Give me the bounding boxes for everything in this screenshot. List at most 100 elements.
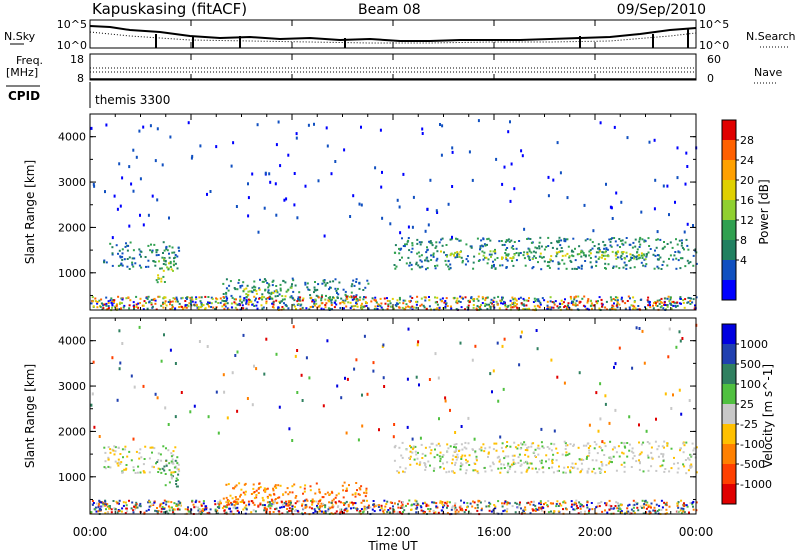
echo-cell [495,442,498,445]
echo-cell [528,256,531,259]
echo-cell [546,504,549,507]
echo-cell [98,509,101,512]
echo-cell [484,447,487,450]
echo-cell [226,302,229,305]
echo-cell [174,446,177,449]
echo-cell [204,307,207,310]
echo-cell [393,510,396,513]
echo-cell [617,510,620,512]
echo-cell [518,363,521,367]
echo-cell [521,443,524,446]
echo-cell [454,463,456,466]
echo-cell [453,443,456,446]
echo-cell [449,267,452,270]
echo-cell [528,250,531,253]
echo-cell [512,264,515,267]
echo-cell [589,257,592,259]
echo-cell [384,302,387,305]
echo-cell [197,506,200,509]
echo-cell [625,255,628,258]
echo-cell [271,499,274,502]
echo-cell [679,267,682,270]
echo-cell [475,307,478,310]
echo-cell [469,512,472,515]
echo-cell [588,423,591,427]
echo-cell [320,307,323,310]
echo-cell [436,506,439,509]
echo-cell [156,461,159,463]
echo-cell [509,257,512,260]
echo-cell [473,255,476,258]
echo-cell [113,305,116,308]
echo-cell [105,296,108,299]
echo-cell [677,259,680,262]
echo-cell [606,511,609,514]
echo-cell [165,510,168,513]
echo-cell [530,462,533,465]
echo-cell [199,510,202,513]
echo-cell [287,493,290,496]
echo-cell [695,501,698,504]
echo-cell [635,258,638,261]
echo-cell [682,451,685,454]
echo-cell [528,257,531,260]
echo-cell [380,185,383,189]
echo-cell [683,444,686,447]
echo-cell [268,172,271,176]
echo-cell [145,509,148,512]
echo-cell [425,503,428,506]
echo-cell [632,504,635,507]
echo-cell [295,508,297,511]
echo-cell [340,510,343,513]
echo-cell [397,503,399,506]
echo-cell [463,446,466,449]
echo-cell [349,301,352,304]
echo-cell [174,300,177,303]
echo-cell [416,242,419,245]
echo-cell [276,295,279,297]
echo-cell [174,362,177,365]
echo-cell [478,500,481,502]
echo-cell [134,506,137,509]
echo-cell [248,301,251,304]
echo-cell [692,508,695,511]
echo-cell [518,453,521,456]
echo-cell [387,303,390,306]
echo-cell [228,507,231,510]
echo-cell [239,286,242,289]
echo-cell [661,464,664,467]
echo-cell [104,500,107,503]
echo-cell [384,505,387,508]
echo-cell [174,254,177,256]
echo-cell [405,303,408,306]
echo-cell [460,458,463,460]
echo-cell [120,262,123,265]
echo-cell [131,501,134,504]
echo-cell [552,471,555,474]
echo-cell [502,510,505,513]
echo-cell [662,455,664,458]
echo-cell [456,252,459,255]
echo-cell [218,506,221,509]
frequency-panel: Freq. [MHz] 18 8 Nave 60 0 [6,53,782,85]
echo-cell [134,262,137,265]
echo-cell [496,456,499,459]
echo-cell [189,299,192,302]
echo-cell [526,308,528,311]
echo-cell [607,462,610,465]
echo-cell [241,499,244,502]
echo-cell [423,296,426,299]
echo-cell [232,141,235,145]
echo-cell [436,296,439,299]
echo-cell [395,305,398,308]
echo-cell [449,445,452,448]
echo-cell [96,302,99,305]
echo-cell [678,330,681,334]
echo-cell [642,254,644,257]
echo-cell [568,452,571,455]
echo-cell [298,291,301,294]
echo-cell [575,268,578,270]
echo-cell [245,293,248,295]
colorbar-tick-label: 16 [740,194,754,207]
